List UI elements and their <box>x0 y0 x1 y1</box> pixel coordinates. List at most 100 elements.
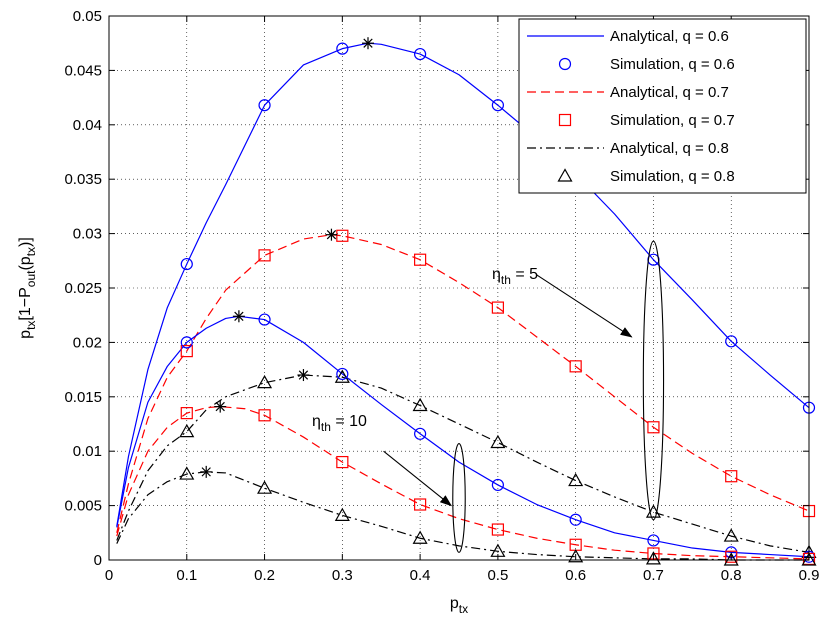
sim-marker-circle <box>414 427 427 440</box>
y-axis-label-part2: [1−P <box>17 287 34 320</box>
sim-marker-square <box>336 455 349 469</box>
legend-label: Simulation, q = 0.6 <box>610 56 735 73</box>
sim-marker-square <box>647 421 660 434</box>
axis-ticks <box>108 15 810 561</box>
y-tick-label: 0.02 <box>73 334 102 351</box>
arrow-eta5 <box>536 274 633 338</box>
legend-marker-square <box>558 113 572 127</box>
eta-value: = 5 <box>511 266 538 283</box>
y-axis-label: ptx[1−Pout(ptx)] <box>17 237 38 339</box>
sim-marker-square <box>725 550 738 563</box>
sim-marker-circle <box>569 513 582 526</box>
curve-eta5-q0.6 <box>116 42 810 527</box>
y-tick-label: 0.045 <box>64 62 102 79</box>
optimum-star-marker <box>200 465 213 478</box>
curve-eta10-q0.6 <box>116 315 810 558</box>
sim-marker-square <box>569 360 582 373</box>
sim-marker-triangle <box>334 369 350 383</box>
legend-box <box>518 18 807 194</box>
legend-label: Simulation, q = 0.8 <box>610 168 735 185</box>
y-tick-label: 0.035 <box>64 171 102 188</box>
series-lines <box>116 42 810 561</box>
eta-symbol: η <box>312 413 321 430</box>
legend-entry: Analytical, q = 0.8 <box>527 140 729 157</box>
y-axis-label-sub2: out <box>24 270 38 287</box>
curve-eta10-q0.8 <box>116 471 809 561</box>
legend-marker-circle <box>558 57 572 71</box>
sim-marker-square <box>725 470 738 483</box>
sim-marker-circle <box>336 367 349 381</box>
arrow-eta10 <box>383 450 453 507</box>
sim-marker-square <box>491 523 504 536</box>
legend-label: Simulation, q = 0.7 <box>610 112 735 129</box>
sim-marker-circle <box>725 335 738 348</box>
sim-marker-triangle <box>568 472 584 487</box>
sim-marker-triangle <box>801 552 817 566</box>
sim-marker-circle <box>414 47 427 61</box>
y-tick-label: 0.025 <box>64 280 102 297</box>
legend-entry: Simulation, q = 0.6 <box>558 56 735 73</box>
legend-label: Analytical, q = 0.7 <box>610 84 729 101</box>
y-axis-label-sub1: tx <box>24 321 38 330</box>
sim-marker-triangle <box>412 530 428 544</box>
sim-marker-circle <box>180 257 193 271</box>
sim-marker-triangle <box>257 480 273 494</box>
eta-subscript: th <box>321 420 331 434</box>
sim-marker-square <box>258 409 271 422</box>
x-tick-label: 0.9 <box>799 567 820 584</box>
x-tick-label: 0.2 <box>254 567 275 584</box>
x-tick-label: 0.8 <box>721 567 742 584</box>
ellipse-eta5 <box>642 240 665 521</box>
sim-marker-triangle <box>723 552 739 566</box>
sim-marker-triangle <box>179 466 195 480</box>
x-tick-label: 0.5 <box>487 567 508 584</box>
x-tick-label: 0 <box>105 567 113 584</box>
label-eta5: ηth = 5 <box>492 266 538 287</box>
sim-marker-square <box>180 407 193 420</box>
legend-entry: Analytical, q = 0.6 <box>527 28 729 45</box>
optimum-star-marker <box>232 310 245 323</box>
y-axis-label-part3: (p <box>17 256 34 270</box>
optimum-star-marker <box>325 228 338 241</box>
legend-entry: Simulation, q = 0.7 <box>558 112 735 129</box>
y-tick-label: 0.05 <box>73 8 102 25</box>
sim-marker-circle <box>258 99 271 112</box>
optimum-star-marker <box>297 369 310 382</box>
legend-label: Analytical, q = 0.8 <box>610 140 729 157</box>
eta-subscript: th <box>501 273 511 287</box>
sim-marker-triangle <box>490 434 506 449</box>
optimum-star-marker <box>362 37 374 50</box>
x-axis-label-sub: tx <box>459 602 468 616</box>
x-tick-label: 0.7 <box>643 567 664 584</box>
y-tick-label: 0.01 <box>73 443 102 460</box>
sim-marker-circle <box>647 534 660 547</box>
eta-symbol: η <box>492 266 501 283</box>
sim-marker-circle <box>180 336 193 349</box>
sim-marker-circle <box>336 42 349 55</box>
y-axis-label-part1: p <box>17 330 34 339</box>
x-tick-label: 0.1 <box>176 567 197 584</box>
y-axis-label-part4: )] <box>17 237 34 247</box>
x-axis-label: ptx <box>450 595 468 616</box>
sim-marker-square <box>414 253 427 266</box>
legend: Analytical, q = 0.6 Simulation, q = 0.6 An… <box>518 18 807 194</box>
label-eta10: ηth = 10 <box>312 413 367 434</box>
optimum-star-marker <box>214 400 227 413</box>
y-tick-labels: 0 0.005 0.01 0.015 0.02 0.025 0.03 0.035 0.04 0.0… <box>64 8 102 569</box>
y-tick-label: 0.03 <box>73 226 102 243</box>
sim-marker-triangle <box>645 551 661 565</box>
sim-marker-triangle <box>723 528 739 542</box>
sim-marker-circle <box>258 313 271 326</box>
y-tick-label: 0 <box>94 552 102 569</box>
x-tick-label: 0.4 <box>410 567 431 584</box>
ellipse-eta10 <box>452 443 466 553</box>
y-axis-label-sub3: tx <box>24 247 38 256</box>
y-tick-label: 0.015 <box>64 389 102 406</box>
legend-entry: Simulation, q = 0.8 <box>557 168 735 185</box>
sim-marker-triangle <box>412 397 428 412</box>
curve-eta5-q0.7 <box>116 234 810 533</box>
legend-marker-triangle <box>557 168 573 182</box>
curve-eta5-q0.8 <box>116 374 810 553</box>
